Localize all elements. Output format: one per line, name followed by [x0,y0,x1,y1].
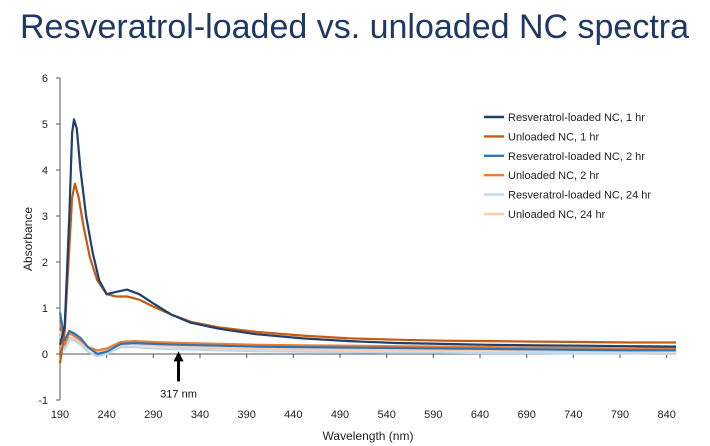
y-tick-label: 1 [42,303,48,315]
x-tick-label: 840 [657,409,675,421]
series-line-5 [58,335,677,358]
x-tick-label: 540 [377,409,395,421]
y-tick-label: 5 [42,119,48,131]
y-tick-label: -1 [38,395,48,407]
x-tick-label: 440 [284,409,302,421]
x-tick-label: 340 [191,409,209,421]
chart-axes: -1 0 1 2 3 4 5 6 190 240 290 340 390 440 490 540 590 640 6… [38,73,676,421]
legend-entry-label: Resveratrol-loaded NC, 2 hr [508,151,645,163]
legend-entry-label: Unloaded NC, 2 hr [508,170,599,182]
x-tick-label: 390 [237,409,255,421]
y-tick-label: 2 [42,257,48,269]
x-tick-label: 490 [331,409,349,421]
series-line-6 [58,330,677,353]
y-tick-label: 3 [42,211,48,223]
x-tick-label: 690 [517,409,535,421]
series-line-3 [58,312,676,356]
x-tick-label: 190 [51,409,69,421]
annotation-label: 317 nm [160,388,197,400]
legend-entry-label: Unloaded NC, 24 hr [508,209,606,221]
y-tick-label: 6 [42,73,48,85]
chart-annotations: 317 nm [160,351,197,400]
chart-legend: Resveratrol-loaded NC, 1 hr Unloaded NC, … [484,112,651,221]
legend-entry-label: Resveratrol-loaded NC, 24 hr [508,190,651,202]
series-line-2 [58,182,676,364]
series-line-1 [58,118,677,348]
x-tick-label: 290 [144,409,162,421]
x-tick-label: 240 [97,409,115,421]
x-tick-label: 590 [424,409,442,421]
legend-entry-label: Unloaded NC, 1 hr [508,131,599,143]
x-tick-label: 740 [564,409,582,421]
y-tick-label: 4 [42,165,48,177]
legend-entry-label: Resveratrol-loaded NC, 1 hr [508,112,645,124]
x-tick-label: 790 [611,409,629,421]
y-tick-label: 0 [42,349,48,361]
y-axis-label: Absorbance [21,207,35,271]
annotation-arrow-head [173,351,184,362]
x-tick-label: 640 [471,409,489,421]
series-line-4 [58,321,676,352]
plot-series-group [58,118,677,364]
slide-title: Resveratrol-loaded vs. unloaded NC spect… [20,8,690,46]
x-axis-label: Wavelength (nm) [323,429,414,443]
